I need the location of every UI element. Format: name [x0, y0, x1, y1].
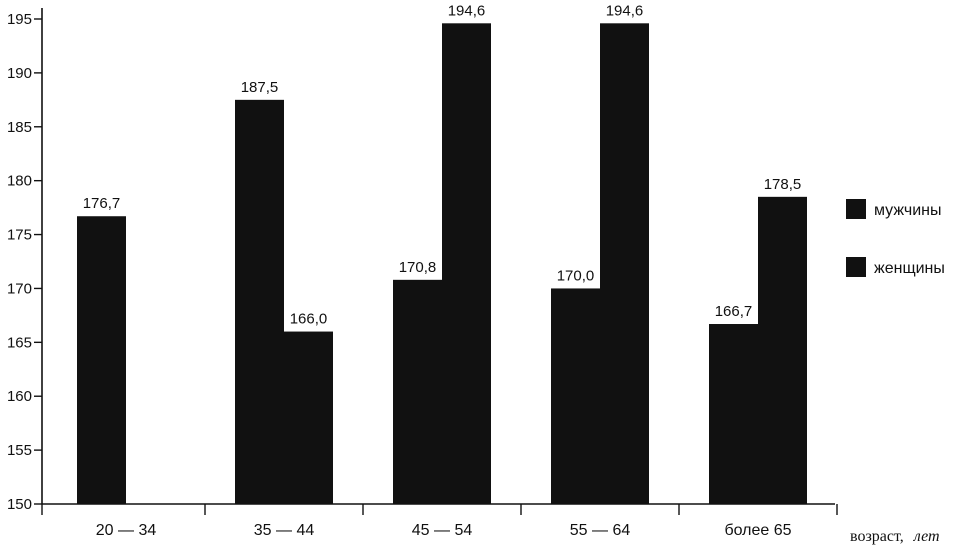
y-tick-label: 150 [7, 496, 32, 513]
x-category-label: более 65 [724, 522, 791, 539]
bar-women [600, 23, 649, 505]
y-tick-label: 180 [7, 173, 32, 190]
bar-value-label: 194,6 [606, 2, 644, 19]
bar-men [393, 279, 442, 504]
legend-swatch [846, 199, 866, 219]
bar-labels: 176,7 187,5 170,8 170,0 166,7 166,0 194,6 194,6… [83, 2, 802, 327]
bar-men [235, 99, 284, 504]
y-tick-label: 175 [7, 227, 32, 244]
x-axis-title: возраст, лет [850, 528, 940, 545]
y-tick-label: 190 [7, 65, 32, 82]
bar-value-label: 187,5 [241, 79, 279, 96]
y-tick-label: 155 [7, 442, 32, 459]
x-category-label: 20 — 34 [96, 522, 157, 539]
bar-value-label: 176,7 [83, 195, 121, 212]
bar-men [709, 324, 758, 504]
bar-value-label: 170,0 [557, 267, 595, 284]
bar-value-label: 178,5 [764, 176, 802, 193]
bar-value-label: 194,6 [448, 2, 486, 19]
x-category-label: 55 — 64 [570, 522, 631, 539]
y-tick-label: 195 [7, 11, 32, 28]
bar-women [442, 23, 491, 505]
x-axis: 20 — 34 35 — 44 45 — 54 55 — 64 более 65 [41, 503, 838, 539]
bar-women [758, 196, 807, 505]
legend-swatch [846, 257, 866, 277]
y-axis: 150 155 160 165 170 175 180 185 190 195 [7, 8, 43, 513]
bar-value-label: 170,8 [399, 259, 437, 276]
y-tick-label: 185 [7, 119, 32, 136]
bar-value-label: 166,0 [290, 311, 328, 328]
bar-men [77, 216, 126, 504]
legend-label: женщины [874, 260, 945, 277]
legend: мужчины женщины [846, 199, 945, 277]
bar-men [551, 288, 600, 504]
x-axis-title-unit: лет [913, 528, 940, 545]
bar-value-label: 166,7 [715, 303, 753, 320]
x-category-label: 35 — 44 [254, 522, 315, 539]
y-tick-label: 165 [7, 334, 32, 351]
y-tick-label: 160 [7, 388, 32, 405]
bar-women [284, 331, 333, 504]
x-axis-title-text: возраст, [850, 528, 904, 545]
y-tick-label: 170 [7, 280, 32, 297]
legend-label: мужчины [874, 202, 942, 219]
x-category-label: 45 — 54 [412, 522, 473, 539]
bars [77, 23, 807, 505]
